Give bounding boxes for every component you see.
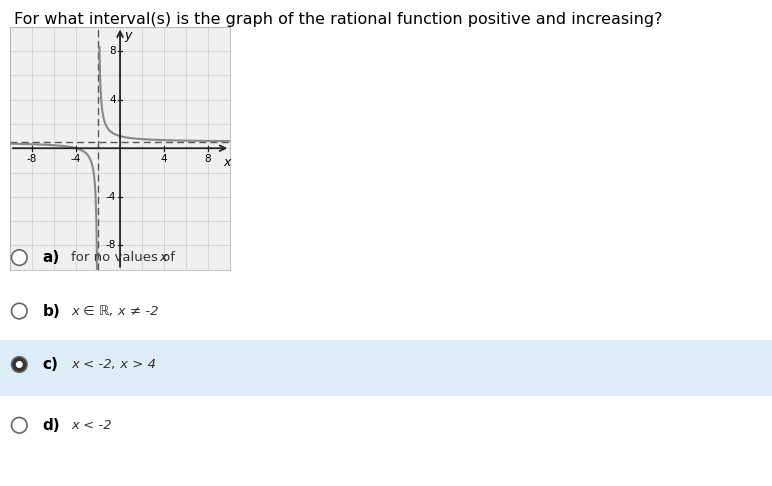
Text: 4: 4	[109, 95, 116, 104]
Text: a): a)	[42, 250, 59, 265]
Text: -4: -4	[71, 154, 81, 164]
Text: x < -2: x < -2	[71, 419, 112, 432]
Text: x ∈ ℝ, x ≠ -2: x ∈ ℝ, x ≠ -2	[71, 305, 158, 317]
Text: For what interval(s) is the graph of the rational function positive and increasi: For what interval(s) is the graph of the…	[14, 12, 662, 27]
Text: for no values of: for no values of	[71, 251, 179, 264]
Text: -8: -8	[105, 241, 116, 250]
Text: y: y	[124, 29, 132, 42]
Text: x: x	[160, 251, 168, 264]
Text: -4: -4	[105, 192, 116, 202]
Text: d): d)	[42, 418, 60, 433]
Text: b): b)	[42, 304, 60, 318]
Text: x < -2, x > 4: x < -2, x > 4	[71, 358, 156, 371]
Text: 8: 8	[205, 154, 212, 164]
Text: 4: 4	[161, 154, 168, 164]
Text: -8: -8	[27, 154, 37, 164]
Text: c): c)	[42, 357, 59, 372]
Text: 8: 8	[109, 46, 116, 56]
Text: x: x	[223, 156, 231, 169]
